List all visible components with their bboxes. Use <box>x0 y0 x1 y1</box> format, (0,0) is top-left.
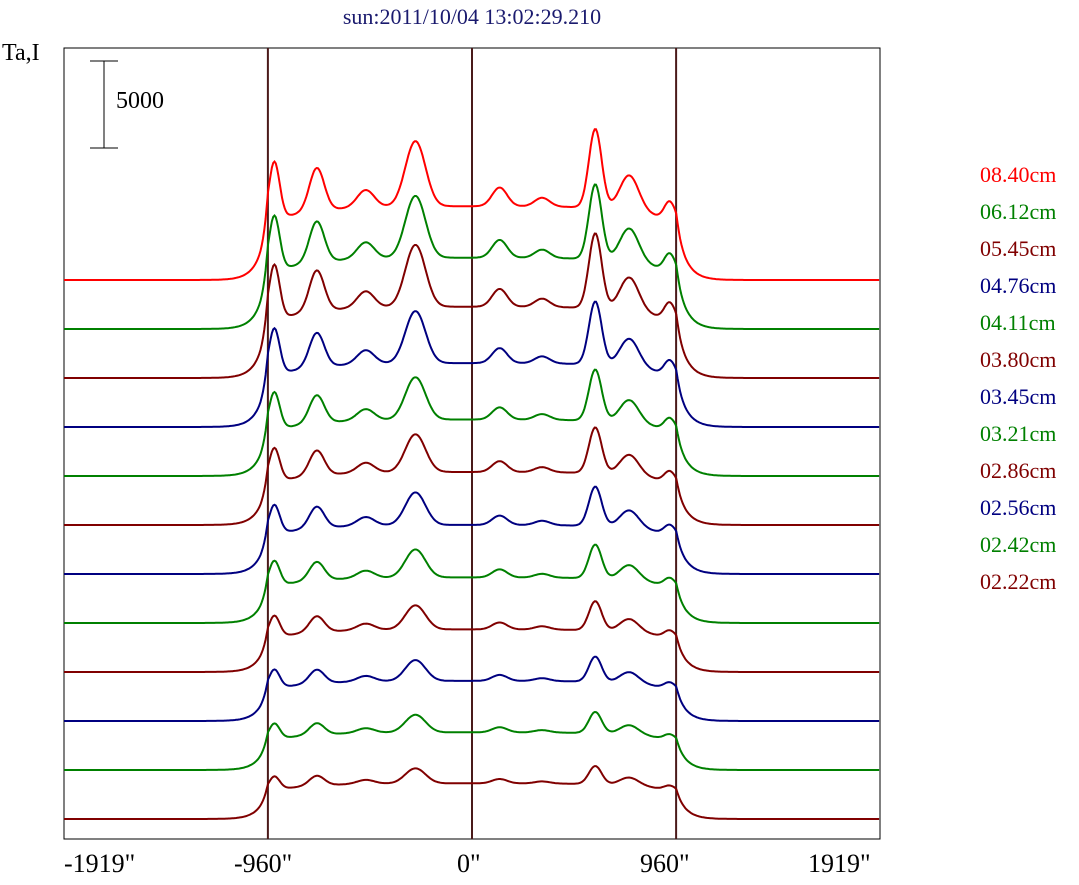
chart-title: sun:2011/10/04 13:02:29.210 <box>342 4 602 29</box>
y-axis-label: Ta,I <box>2 40 40 66</box>
legend-item: 03.45cm <box>980 384 1057 409</box>
legend-item: 05.45cm <box>980 236 1057 261</box>
series-line <box>64 128 880 281</box>
scale-bar-label: 5000 <box>116 88 164 114</box>
series-line <box>64 368 880 477</box>
series-lines <box>64 128 880 820</box>
series-line <box>64 232 880 379</box>
series-line <box>64 543 880 624</box>
legend-item: 02.22cm <box>980 569 1057 594</box>
legend-item: 06.12cm <box>980 199 1057 224</box>
x-tick-label: 960" <box>640 849 690 878</box>
series-line <box>64 183 880 330</box>
series-line <box>64 426 880 526</box>
series-line <box>64 300 880 428</box>
scale-bar <box>90 60 118 149</box>
series-line <box>64 655 880 722</box>
legend-item: 04.76cm <box>980 273 1057 298</box>
x-tick-label: -960" <box>234 849 293 878</box>
legend-item: 04.11cm <box>980 310 1056 335</box>
series-line <box>64 485 880 575</box>
limb-lines <box>266 48 678 839</box>
legend-item: 02.42cm <box>980 532 1057 557</box>
legend-item: 08.40cm <box>980 162 1057 187</box>
x-tick-label: -1919" <box>64 849 136 878</box>
x-tick-label: 1919" <box>808 849 871 878</box>
series-line <box>64 600 880 673</box>
series-line <box>64 765 880 820</box>
x-tick-label: 0" <box>457 849 481 878</box>
legend-item: 02.56cm <box>980 495 1057 520</box>
legend-item: 03.21cm <box>980 421 1057 446</box>
series-line <box>64 710 880 771</box>
legend-item: 03.80cm <box>980 347 1057 372</box>
legend-item: 02.86cm <box>980 458 1057 483</box>
